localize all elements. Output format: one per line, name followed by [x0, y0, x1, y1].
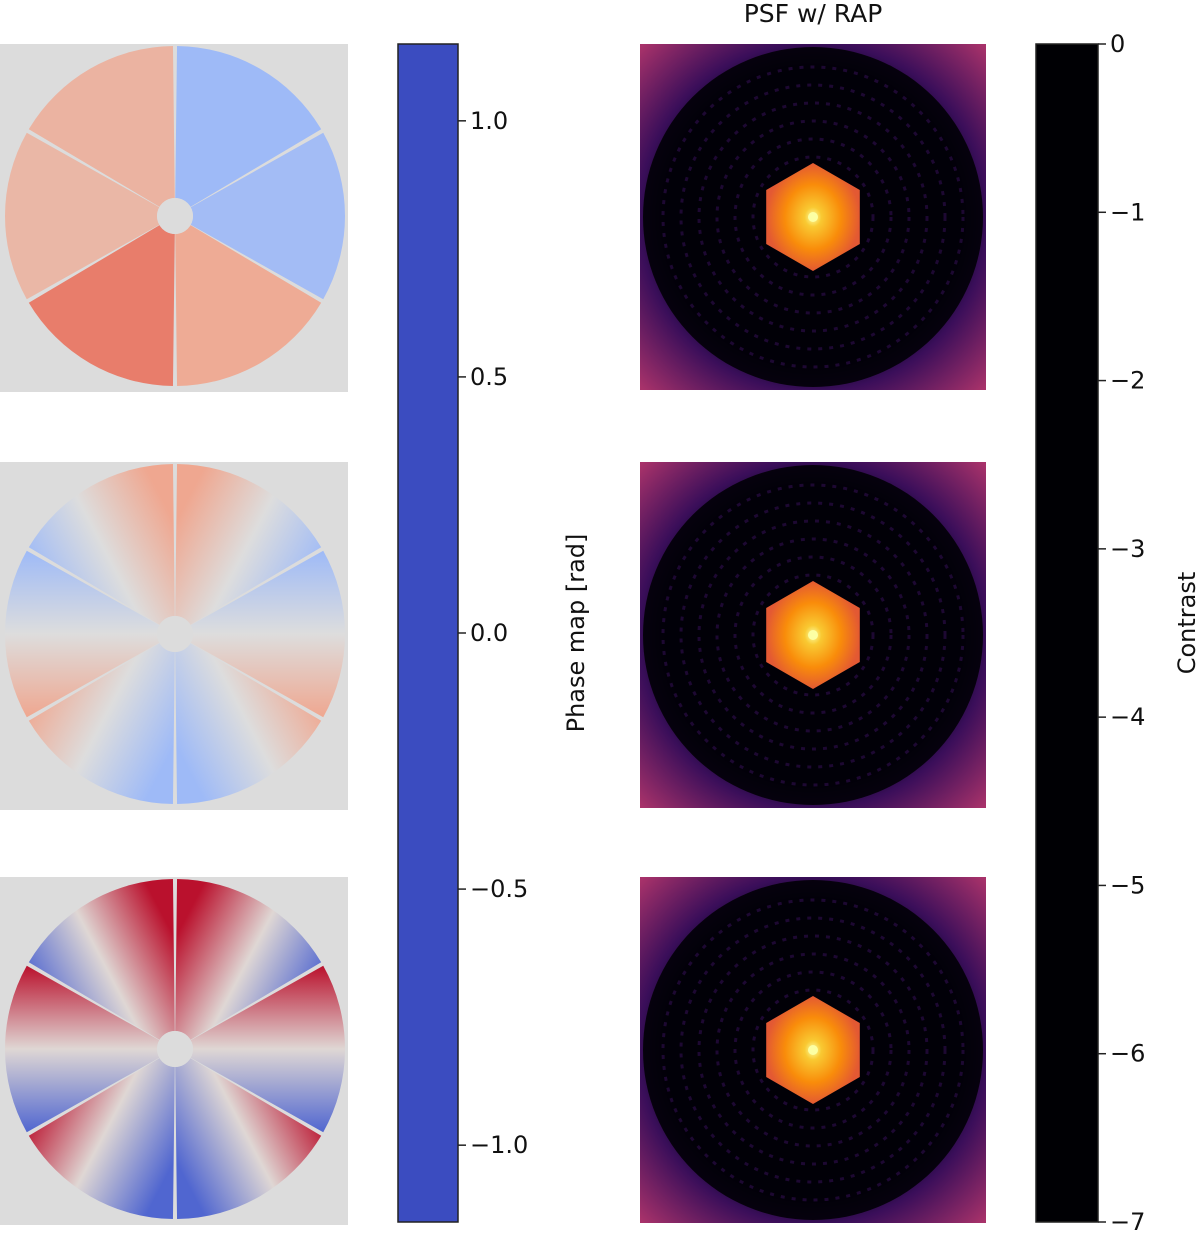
psf-speckle-ring	[679, 916, 947, 1184]
contrast-colorbar-ticks: 0 −1 −2 −3 −4 −5 −6 −7	[1098, 30, 1145, 1234]
psf-speckle-ring	[751, 155, 875, 279]
colorbar-tick-label: 1.0	[470, 107, 508, 135]
mirror-segment	[175, 46, 322, 207]
mirror-segment	[28, 879, 175, 1040]
psf-speckle-ring	[751, 573, 875, 697]
psf-speckle-ring	[697, 934, 929, 1166]
psf-column	[640, 44, 986, 1223]
psf-peak	[808, 630, 818, 640]
phase-colorbar-ticks: 1.0 0.5 0.0 −0.5 −1.0	[458, 107, 528, 1159]
psf-speckle-ring	[733, 555, 893, 715]
psf-speckle-ring	[661, 65, 965, 369]
mirror-segment	[175, 879, 322, 1040]
psf-3	[640, 877, 986, 1223]
mirror-segment	[4, 132, 160, 300]
mirror-segment	[175, 225, 322, 386]
colorbar-tick-label: −4	[1110, 703, 1145, 731]
psf-speckle-ring	[733, 970, 893, 1130]
colorbar-tick-label: −1	[1110, 198, 1145, 226]
psf-speckle-ring	[715, 119, 911, 315]
mirror-segment	[28, 46, 175, 207]
contrast-colorbar-gradient	[1035, 43, 1099, 1223]
phase-colorbar: 1.0 0.5 0.0 −0.5 −1.0 Phase map [rad]	[397, 43, 590, 1223]
central-obscuration	[157, 198, 193, 234]
psf-speckle-ring	[661, 898, 965, 1202]
phase-map-2	[0, 462, 348, 810]
psf-speckle-ring	[715, 952, 911, 1148]
colorbar-tick-label: −2	[1110, 367, 1145, 395]
phase-map-column	[0, 44, 348, 1225]
psf-speckle-ring	[715, 537, 911, 733]
mirror-segment	[28, 464, 175, 625]
colorbar-tick-label: −1.0	[470, 1131, 528, 1159]
psf-2	[640, 462, 986, 808]
mirror-segment	[4, 965, 160, 1133]
colorbar-tick-label: −3	[1110, 535, 1145, 563]
mirror-segment	[175, 464, 322, 625]
mirror-segment	[28, 225, 175, 386]
psf-speckle-ring	[697, 101, 929, 333]
colorbar-tick-label: 0.5	[470, 363, 508, 391]
mirror-segment	[4, 550, 160, 718]
colorbar-tick-label: 0.0	[470, 619, 508, 647]
phase-colorbar-gradient	[397, 43, 459, 1223]
psf-speckle-ring	[679, 501, 947, 769]
mirror-segment	[175, 1058, 322, 1219]
phase-colorbar-label: Phase map [rad]	[562, 534, 590, 733]
psf-peak	[808, 212, 818, 222]
mirror-segment	[175, 643, 322, 804]
mirror-segment	[28, 1058, 175, 1219]
psf-title: PSF w/ RAP	[744, 0, 883, 28]
psf-1	[640, 44, 986, 390]
mirror-segment	[28, 643, 175, 804]
phase-map-3	[0, 877, 348, 1225]
psf-speckle-ring	[697, 519, 929, 751]
psf-speckle-ring	[679, 83, 947, 351]
phase-map-1	[0, 44, 348, 392]
psf-speckle-ring	[661, 483, 965, 787]
central-obscuration	[157, 616, 193, 652]
contrast-colorbar: 0 −1 −2 −3 −4 −5 −6 −7 Contrast	[1035, 30, 1200, 1234]
colorbar-tick-label: 0	[1110, 30, 1125, 58]
mirror-segment	[190, 965, 345, 1133]
psf-speckle-ring	[751, 988, 875, 1112]
colorbar-tick-label: −5	[1110, 871, 1145, 899]
psf-speckle-ring	[733, 137, 893, 297]
colorbar-tick-label: −0.5	[470, 875, 528, 903]
central-obscuration	[157, 1031, 193, 1067]
mirror-segment	[190, 550, 346, 718]
mirror-segment	[190, 132, 346, 300]
colorbar-tick-label: −6	[1110, 1040, 1145, 1068]
contrast-colorbar-label: Contrast	[1173, 572, 1200, 675]
colorbar-tick-label: −7	[1110, 1208, 1145, 1234]
psf-peak	[808, 1045, 818, 1055]
